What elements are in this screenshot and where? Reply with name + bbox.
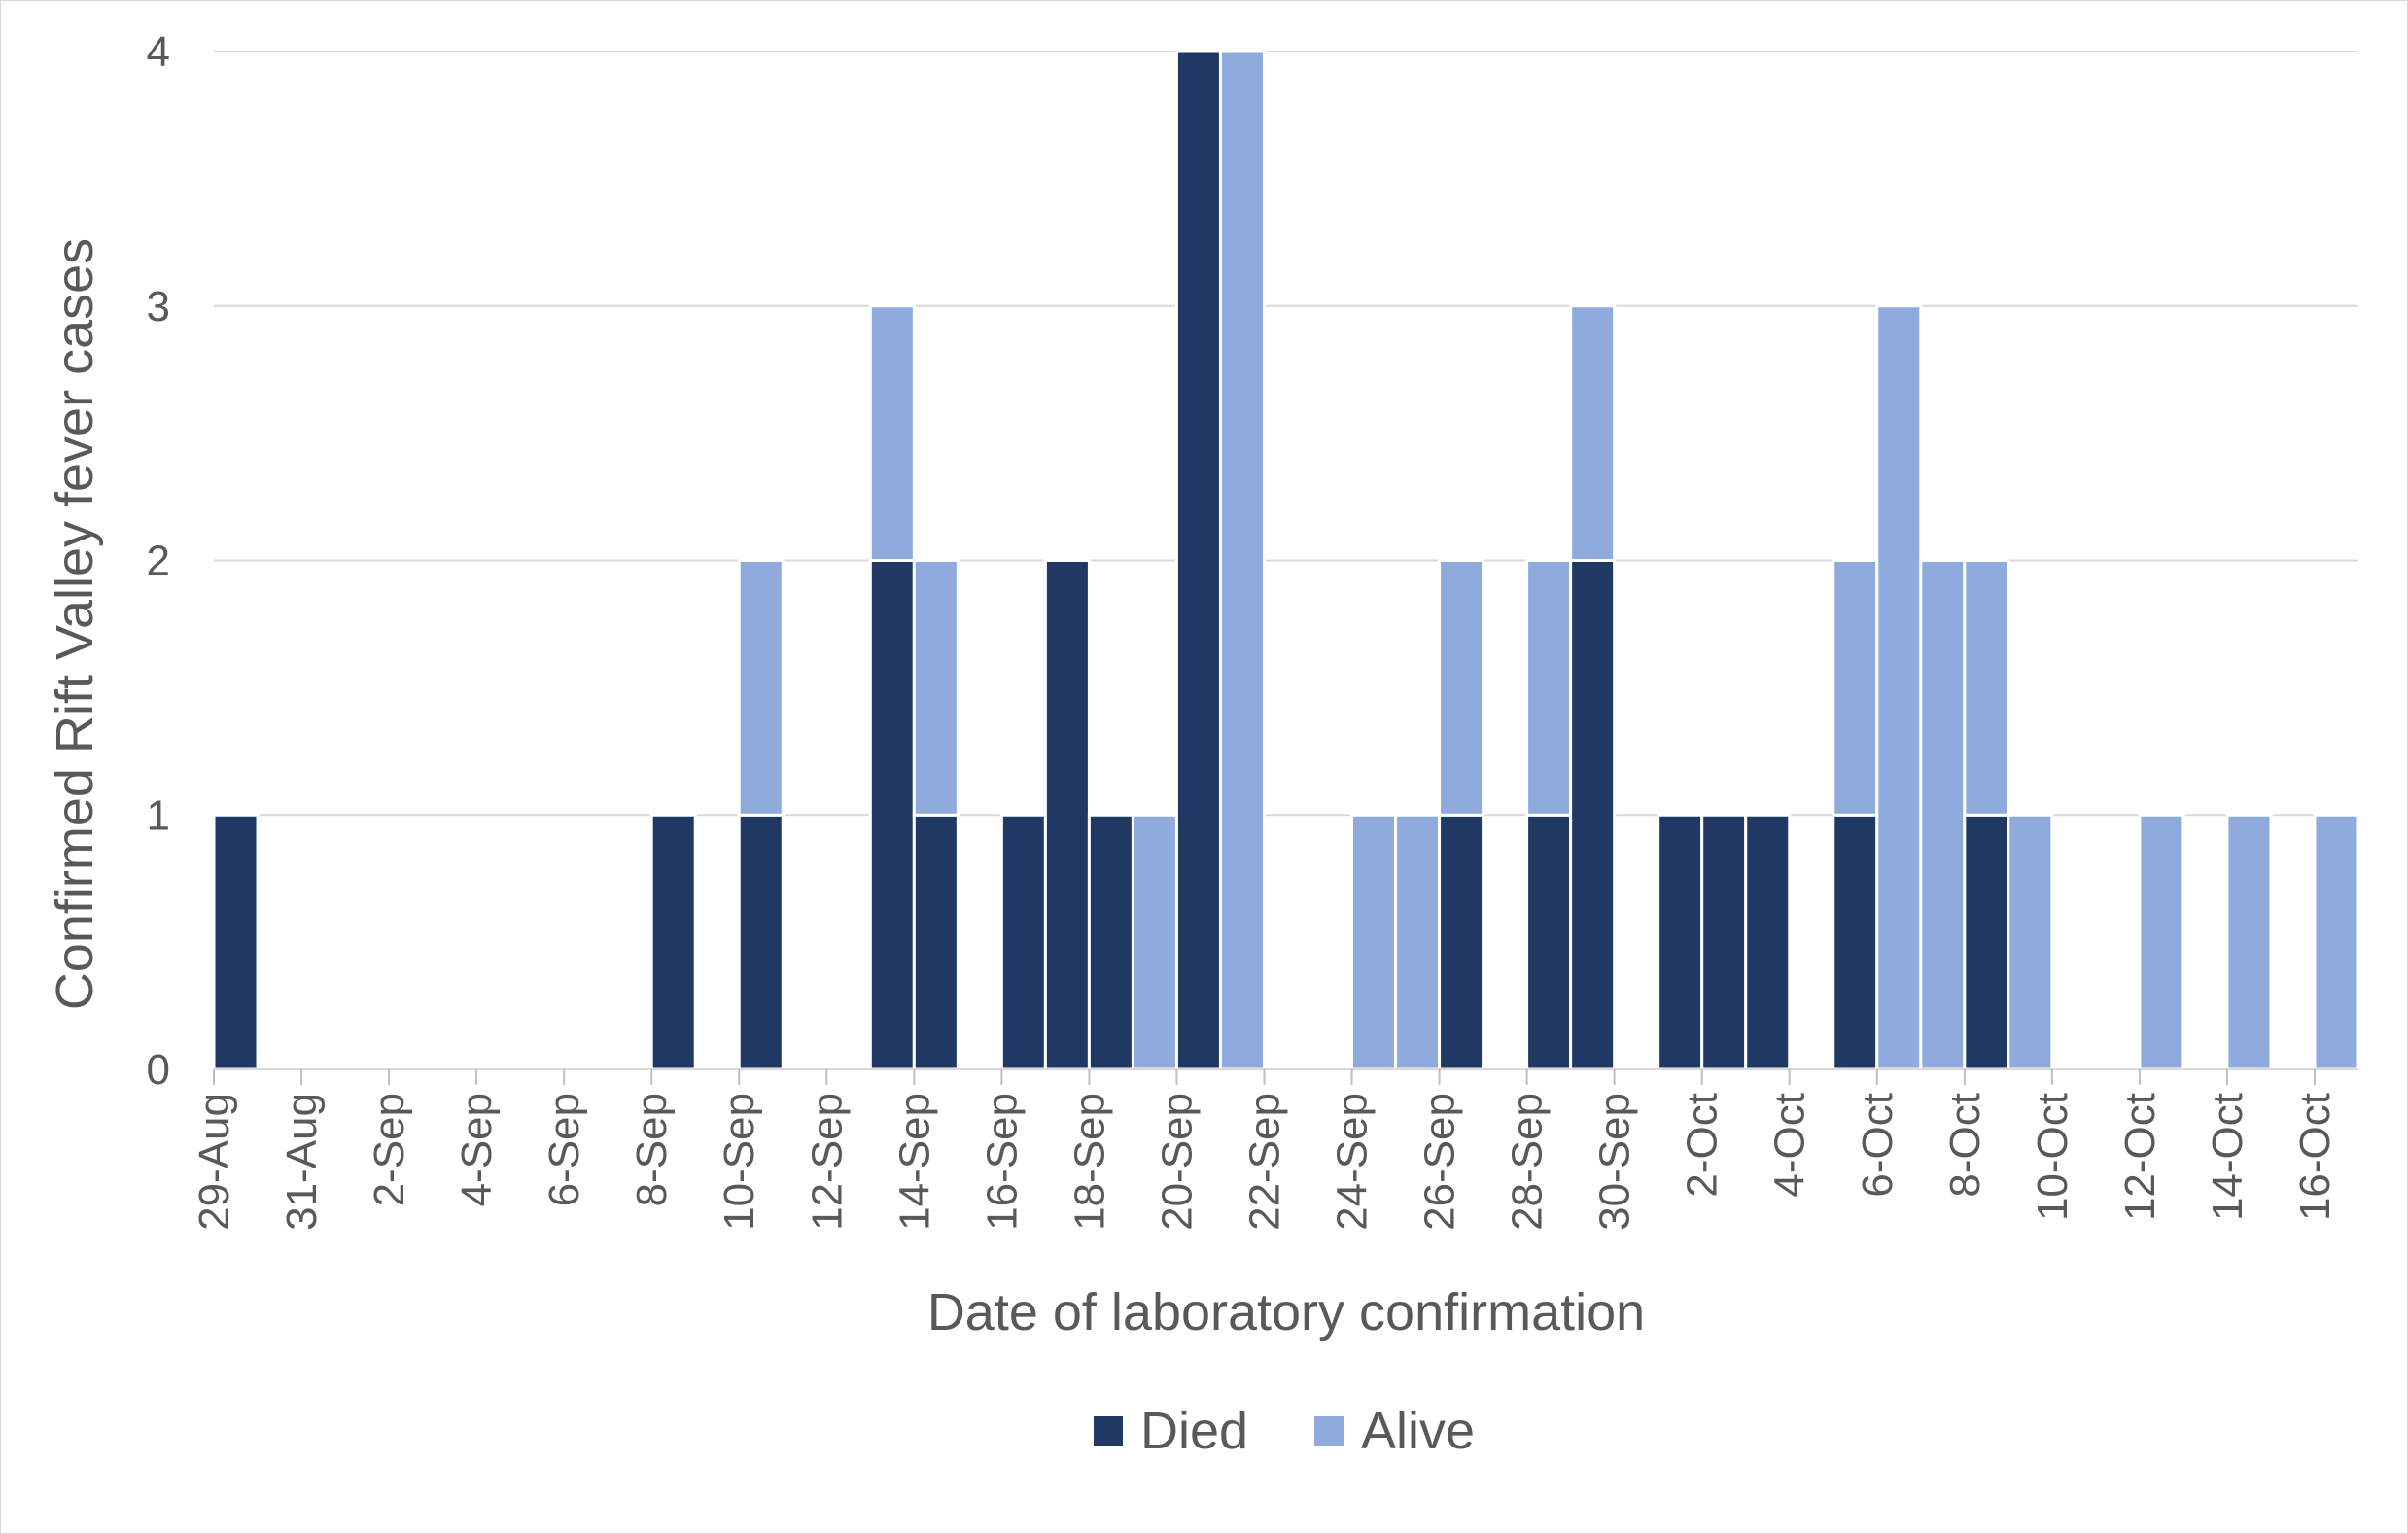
bar-alive — [1218, 50, 1266, 1071]
legend-label-alive: Alive — [1361, 1402, 1475, 1460]
x-tick-label: 26-Sep — [1416, 1093, 1464, 1231]
bar-alive — [2313, 813, 2360, 1071]
bar-alive — [1832, 559, 1879, 817]
legend-label-died: Died — [1140, 1402, 1248, 1460]
y-tick-labels: 0 1 2 3 4 — [147, 28, 170, 1094]
x-tick-label: 4-Oct — [1766, 1093, 1814, 1198]
bar-alive — [2138, 813, 2185, 1071]
x-tick-label: 14-Oct — [2204, 1093, 2251, 1221]
y-axis-title: Confirmed Rift Valley fever cases — [46, 238, 104, 1010]
x-tick-label: 8-Oct — [1941, 1093, 1989, 1198]
x-axis: 29-Aug 31-Aug 2-Sep 4-Sep 6-Sep 8-Sep 10-Sep 12… — [191, 1068, 2358, 1231]
x-tick-label: 31-Aug — [278, 1093, 326, 1231]
bar-alive — [1394, 813, 1442, 1071]
x-tick-label: 10-Sep — [715, 1093, 763, 1231]
x-tick-label: 12-Sep — [803, 1093, 851, 1231]
bar-died — [1438, 813, 1485, 1071]
y-tick-label: 4 — [147, 28, 170, 76]
bar-alive — [1131, 813, 1178, 1071]
bar-alive — [1350, 813, 1398, 1071]
bar-alive — [2007, 813, 2054, 1071]
bar-alive — [2225, 813, 2273, 1071]
bar-died — [1963, 813, 2010, 1071]
x-tick-label: 4-Sep — [453, 1093, 501, 1206]
x-tick-label: 22-Sep — [1240, 1093, 1288, 1231]
bars — [212, 50, 2360, 1071]
x-tick-label: 16-Sep — [978, 1093, 1026, 1231]
bar-died — [1087, 813, 1134, 1071]
x-tick-label: 6-Oct — [1854, 1093, 1902, 1198]
bar-alive — [1963, 559, 2010, 817]
y-tick-label: 1 — [147, 791, 170, 839]
bar-died — [1525, 813, 1573, 1071]
bar-died — [1744, 813, 1792, 1071]
bar-died — [212, 813, 260, 1071]
bar-alive — [1438, 559, 1485, 817]
bar-alive — [1875, 304, 1923, 1071]
bar-died — [1832, 813, 1879, 1071]
legend-swatch-alive — [1314, 1416, 1344, 1446]
y-tick-label: 3 — [147, 283, 170, 331]
bar-alive — [1525, 559, 1573, 817]
x-tick-label: 6-Sep — [541, 1093, 588, 1206]
x-tick-label: 2-Sep — [366, 1093, 413, 1206]
bar-alive — [1919, 559, 1967, 1071]
bar-alive — [868, 304, 916, 562]
legend-swatch-died — [1094, 1416, 1123, 1446]
x-axis-title: Date of laboratory confirmation — [927, 1283, 1645, 1342]
bar-died — [1043, 559, 1091, 1071]
x-tick-label: 30-Sep — [1591, 1093, 1639, 1231]
x-tick-label: 29-Aug — [191, 1093, 238, 1231]
bar-died — [1569, 559, 1617, 1071]
x-tick-label: 12-Oct — [2116, 1093, 2164, 1221]
bar-died — [1700, 813, 1748, 1071]
bar-alive — [1569, 304, 1617, 562]
bar-died — [999, 813, 1047, 1071]
legend: Died Alive — [1094, 1402, 1475, 1460]
y-tick-label: 0 — [147, 1046, 170, 1094]
gridlines — [214, 51, 2358, 817]
bar-died — [649, 813, 697, 1071]
x-tick-label: 8-Sep — [628, 1093, 676, 1206]
bar-died — [912, 813, 960, 1071]
x-tick-label: 18-Sep — [1065, 1093, 1113, 1231]
x-tick-label: 2-Oct — [1679, 1093, 1727, 1198]
bar-died — [868, 559, 916, 1071]
bar-died — [1174, 50, 1222, 1071]
x-tick-label: 24-Sep — [1329, 1093, 1377, 1231]
x-tick-label: 20-Sep — [1153, 1093, 1201, 1231]
bar-alive — [912, 559, 960, 817]
bar-died — [1657, 813, 1704, 1071]
bar-died — [737, 813, 785, 1071]
y-tick-label: 2 — [147, 538, 170, 585]
x-tick-label: 16-Oct — [2291, 1093, 2339, 1221]
x-tick-label: 10-Oct — [2029, 1093, 2076, 1221]
x-tick-label: 28-Sep — [1504, 1093, 1552, 1231]
bar-alive — [737, 559, 785, 817]
x-tick-label: 14-Sep — [890, 1093, 938, 1231]
